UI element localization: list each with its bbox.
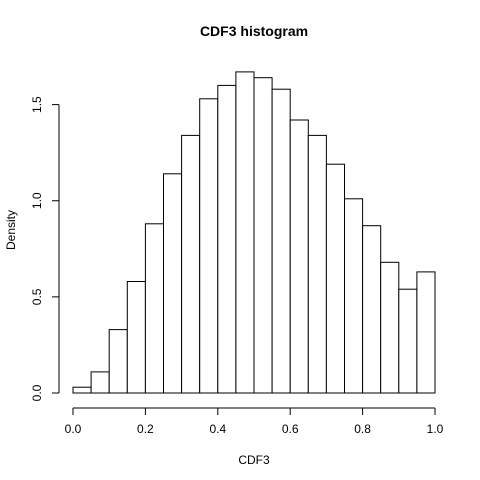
histogram-bar-3 xyxy=(108,329,128,394)
histogram-bar-18 xyxy=(380,261,400,394)
histogram-bar-13 xyxy=(289,119,309,394)
x-tick-label-5: 0.8 xyxy=(354,422,371,436)
histogram-bar-17 xyxy=(362,225,382,394)
x-tick-label-6: 1.0 xyxy=(427,422,444,436)
y-tick-label-1: 0.0 xyxy=(30,384,44,401)
x-tick-label-1: 0.0 xyxy=(65,422,82,436)
histogram-bar-14 xyxy=(307,134,327,394)
histogram-bar-15 xyxy=(325,163,345,394)
histogram-bar-7 xyxy=(181,134,201,394)
chart-title: CDF3 histogram xyxy=(200,23,308,39)
histogram-bar-10 xyxy=(235,71,255,394)
x-tick-label-2: 0.2 xyxy=(137,422,154,436)
histogram-bar-6 xyxy=(163,173,183,394)
histogram-bar-9 xyxy=(217,84,237,394)
y-axis-label: Density xyxy=(4,210,18,250)
x-axis-label: CDF3 xyxy=(238,453,270,467)
histogram-bar-11 xyxy=(253,77,273,394)
histogram-bar-20 xyxy=(416,271,436,394)
y-tick-label-4: 1.5 xyxy=(30,96,44,113)
histogram-bar-2 xyxy=(90,371,110,394)
histogram-bar-4 xyxy=(126,281,146,394)
y-tick-label-2: 0.5 xyxy=(30,288,44,305)
histogram-bar-8 xyxy=(199,98,219,394)
histogram-bar-5 xyxy=(144,223,164,394)
histogram-bar-19 xyxy=(398,288,418,394)
x-tick-label-4: 0.6 xyxy=(282,422,299,436)
x-tick-label-3: 0.4 xyxy=(209,422,226,436)
y-tick-label-3: 1.0 xyxy=(30,192,44,209)
histogram-bar-16 xyxy=(344,198,364,394)
x-axis: 0.0 0.2 0.4 0.6 0.8 1.0 xyxy=(65,407,444,436)
y-axis: 0.0 0.5 1.0 1.5 xyxy=(30,96,60,401)
histogram-bar-1 xyxy=(72,386,92,394)
histogram-bar-12 xyxy=(271,88,291,394)
histogram-bars xyxy=(72,71,436,394)
